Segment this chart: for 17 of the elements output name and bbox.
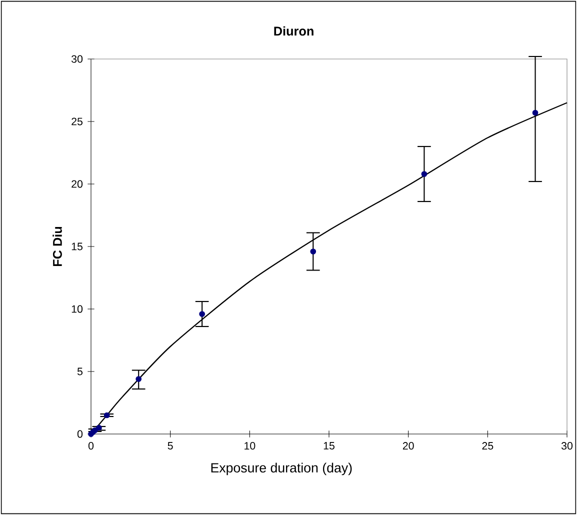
chart-title: Diuron: [274, 26, 314, 36]
x-tick-label: 30: [561, 442, 573, 450]
x-tick-label: 25: [482, 442, 494, 450]
y-tick-label: 0: [77, 430, 83, 438]
x-axis-title: Exposure duration (day): [211, 462, 352, 476]
y-axis-title: FC Diu: [52, 226, 62, 266]
y-tick-label: 15: [72, 242, 83, 250]
y-tick-label: 30: [71, 55, 83, 63]
y-tick-label: 20: [72, 180, 83, 188]
x-tick-label: 15: [324, 442, 334, 450]
x-tick-label: 5: [168, 442, 173, 450]
y-tick-label: 25: [72, 118, 83, 126]
y-tick-label: 10: [72, 305, 83, 313]
x-tick-label: 10: [244, 442, 256, 450]
x-tick-label: 20: [402, 442, 414, 450]
x-tick-label: 0: [88, 442, 94, 450]
y-tick-label: 5: [77, 368, 83, 376]
